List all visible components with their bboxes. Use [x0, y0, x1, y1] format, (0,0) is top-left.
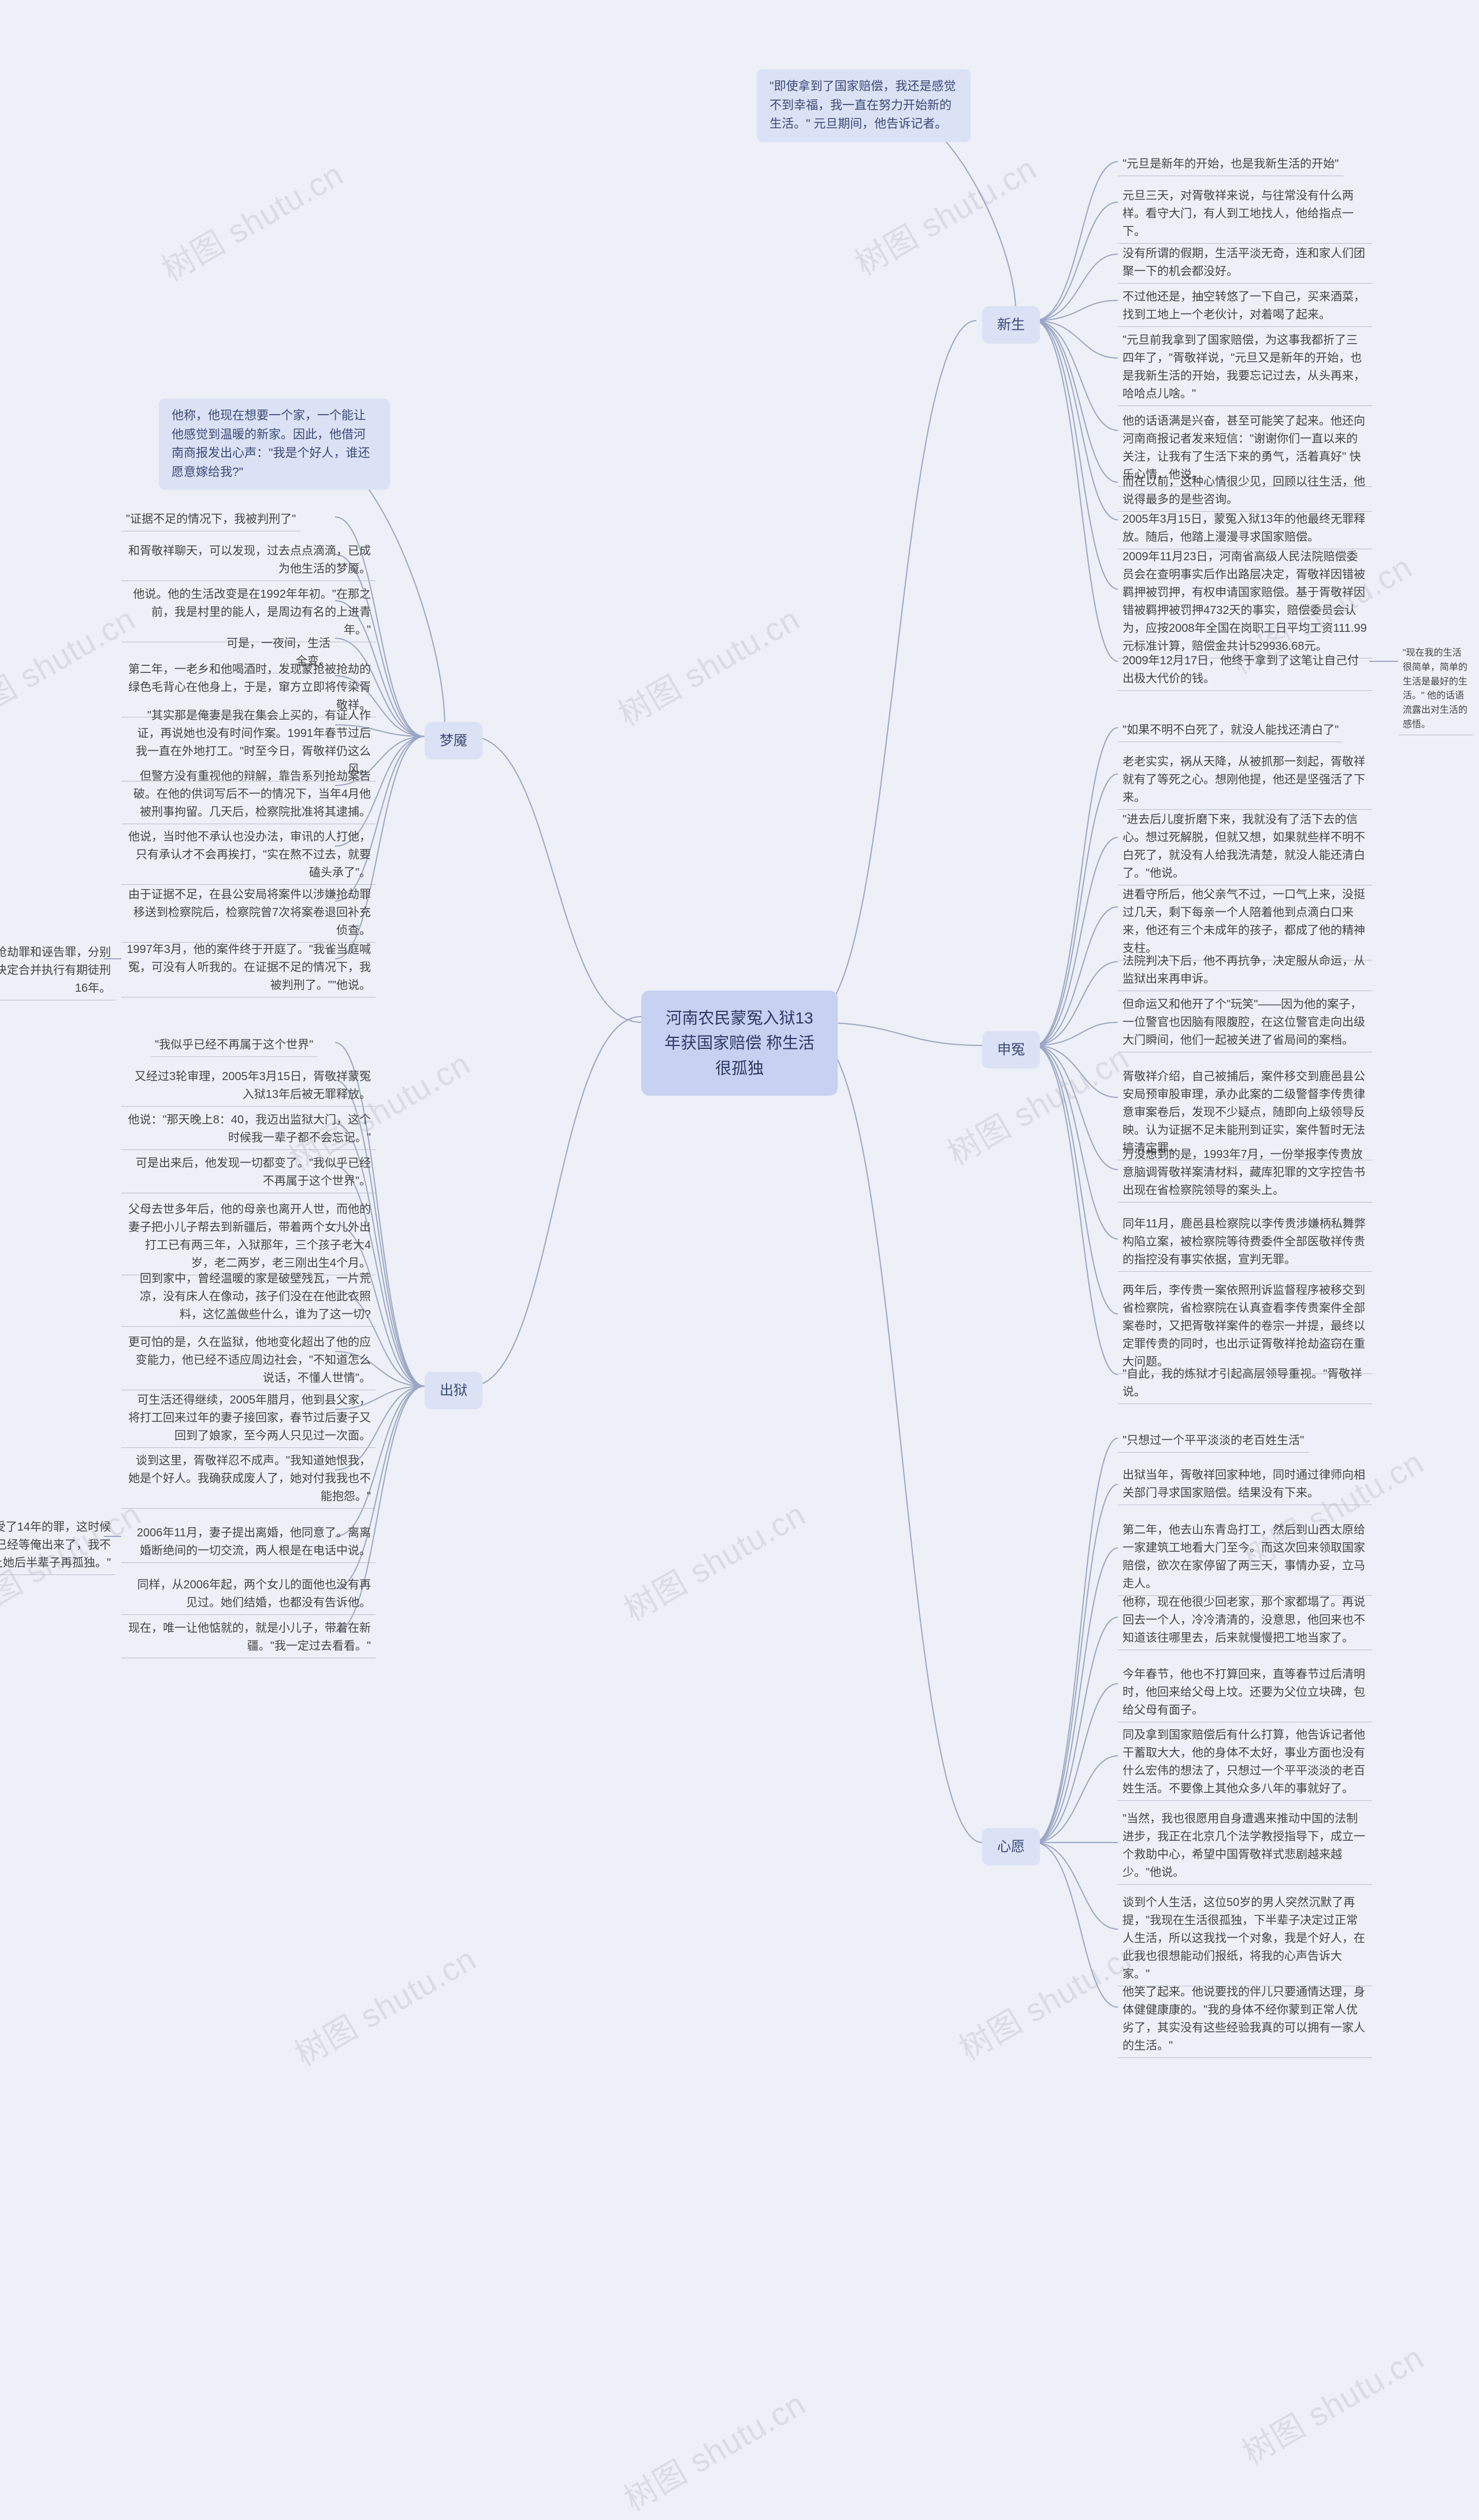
leaf-xy-0: "只想过一个平平淡淡的老百姓生活" [1118, 1430, 1309, 1453]
watermark: 树图 shutu.cn [614, 2378, 813, 2520]
leaf-xs-side: "现在我的生活很简单，简单的生活是最好的生活。" 他的话语流露出对生活的感悟。 [1398, 644, 1473, 735]
leaf-cy-2: 他说："那天晚上8：40，我迈出监狱大门，这个时候我一辈子都不会忘记。" [121, 1109, 376, 1150]
watermark: 树图 shutu.cn [608, 594, 807, 735]
leaf-my-7: 他说，当时他不承认也没办法，审讯的人打他，只有承认才不会再挨打，"实在熬不过去，… [121, 826, 376, 885]
leaf-xy-7: 谈到个人生活，这位50岁的男人突然沉默了再提，"我现在生活很孤独，下半辈子决定过… [1118, 1892, 1372, 1986]
leaf-sy-2: "进去后儿度折磨下来，我就没有了活下去的信心。想过死解脱，但就又想，如果就些样不… [1118, 809, 1372, 885]
leaf-xs-2: 没有所谓的假期，生活平淡无奇，连和家人们团聚一下的机会都没好。 [1118, 243, 1372, 284]
leaf-xs-8: 2009年11月23日，河南省高级人民法院赔偿委员会在查明事实后作出路层决定，胥… [1118, 546, 1372, 658]
leaf-sy-4: 法院判决下后，他不再抗争，决定服从命运，从监狱出来再申诉。 [1118, 950, 1372, 991]
leaf-xy-8: 他笑了起来。他说要找的伴儿只要通情达理，身体健健康康的。"我的身体不经你蒙到正常… [1118, 1981, 1372, 2058]
leaf-my-1: 和胥敬祥聊天，可以发现，过去点点滴滴，已成为他生活的梦魇。 [121, 540, 376, 581]
leaf-sy-7: 万没想到的是，1993年7月，一份举报李传贵放意脑调胥敬祥案清材料，藏库犯罪的文… [1118, 1144, 1372, 1203]
leaf-xs-4: "元旦前我拿到了国家赔偿，为这事我都折了三四年了，"胥敬祥说，"元旦又是新年的开… [1118, 329, 1372, 406]
watermark: 树图 shutu.cn [614, 1489, 813, 1631]
left-note-title: 他称，他现在想要一个家，一个能让他感觉到温暖的新家。因此，他借河南商报发出心声：… [159, 399, 390, 490]
leaf-cy-10: 同样，从2006年起，两个女儿的面他也没有再见过。她们结婚，也都没有告诉他。 [121, 1574, 376, 1615]
leaf-cy-4: 父母去世多年后，他的母亲也离开人世，而他的妻子把小儿子帮去到新疆后，带着两个女儿… [121, 1198, 376, 1275]
leaf-cy-0: "我似乎已经不再属于这个世界" [150, 1034, 318, 1057]
leaf-cy-5: 回到家中，曾经温暖的家是破壁残瓦，一片荒凉，没有床人在像动，孩子们没在在他此衣照… [121, 1268, 376, 1327]
leaf-xy-5: 同及拿到国家赔偿后有什么打算，他告诉记者他干蓄取大大，他的身体不太好，事业方面也… [1118, 1724, 1372, 1801]
leaf-xy-6: "当然，我也很愿用自身遭遇来推动中国的法制进步，我正在北京几个法学教授指导下，成… [1118, 1808, 1372, 1885]
leaf-cy-6: 更可怕的是，久在监狱，他地变化超出了他的应变能力，他已经不适应周边社会，"不知道… [121, 1331, 376, 1390]
leaf-xs-7: 2005年3月15日，蒙冤入狱13年的他最终无罪释放。随后，他踏上漫漫寻求国家赔… [1118, 508, 1372, 549]
branch-xinsheng: 新生 [982, 306, 1040, 344]
leaf-my-0: "证据不足的情况下，我被判刑了" [121, 508, 300, 531]
leaf-sy-1: 老老实实，祸从天降，从被抓那一刻起，胥敬祥就有了等死之心。想刚他提，他还是坚强活… [1118, 751, 1372, 810]
leaf-xy-1: 出狱当年，胥敬祥回家种地，同时通过律师向相关部门寻求国家赔偿。结果没有下来。 [1118, 1464, 1372, 1505]
leaf-xy-4: 今年春节，他也不打算回来，直等春节过后清明时，他回来给父母上坟。还要为父位立块碑… [1118, 1663, 1372, 1722]
leaf-cy-9: 2006年11月，妻子提出离婚，他同意了。离离婚断绝间的一切交流，两人根是在电话… [121, 1522, 376, 1563]
branch-shenyuan: 申冤 [982, 1031, 1040, 1069]
watermark: 树图 shutu.cn [845, 143, 1044, 285]
leaf-my-9: 1997年3月，他的案件终于开庭了。"我雀当庭喊冤，可没有人听我的。在证据不足的… [121, 939, 376, 997]
leaf-cy-1: 又经过3轮审理，2005年3月15日，胥敬祥蒙冤入狱13年后被无罪释放。 [121, 1066, 376, 1107]
leaf-xs-1: 元旦三天，对胥敬祥来说，与往常没有什么两样。看守大门，有人到工地找人，他给指点一… [1118, 185, 1372, 244]
left-note-3: 他同意的原因是，妻子为他受了14年的罪，这时候不同意，就太自私了。"她已经等俺出… [0, 1516, 116, 1575]
leaf-sy-9: 两年后，李传贵一案依照刑诉监督程序被移交到省检察院，省检察院在认真查看李传贵案件… [1118, 1279, 1372, 1374]
leaf-sy-10: "自此，我的炼狱才引起高层领导重视。"胥敬祥说。 [1118, 1363, 1372, 1404]
leaf-cy-11: 现在，唯一让他惦就的，就是小儿子，带着在新疆。"我一定过去看看。" [121, 1617, 376, 1658]
watermark: 树图 shutu.cn [285, 1934, 484, 2075]
branch-mengyan: 梦魇 [425, 722, 482, 760]
leaf-cy-7: 可生活还得继续，2005年腊月，他到县父家，将打工回来过年的妻子接回家，春节过后… [121, 1389, 376, 1448]
branch-xinyuan: 心愿 [982, 1828, 1040, 1866]
branch-chuyu: 出狱 [425, 1372, 482, 1409]
leaf-sy-5: 但命运又和他开了个"玩笑"——因为他的案子，一位警官也因脑有限腹腔，在这位警官走… [1118, 993, 1372, 1052]
leaf-xs-0: "元旦是新年的开始，也是我新生活的开始" [1118, 153, 1343, 176]
leaf-xs-6: 而在以前，这种心情很少见，回顾以往生活，他说得最多的是些咨询。 [1118, 471, 1372, 512]
leaf-xy-3: 他称，现在他很少回老家，那个家都塌了。再说回去一个人，冷冷清清的，没意思，他回来… [1118, 1591, 1372, 1650]
xinsheng-intro: "即使拿到了国家赔偿，我还是感觉不到幸福，我一直在努力开始新的生活。" 元旦期间… [757, 69, 971, 142]
left-note-2: 一审后，法院判决胥敬祥犯抢劫罪和诬告罪，分别判处有期徒刑15年和1年，决定合并执… [0, 941, 116, 1000]
leaf-my-6: 但警方没有重视他的辩解，靠告系列抢劫案告破。在他的供词写后不一的情况下，当年4月… [121, 765, 376, 824]
leaf-xs-9: 2009年12月17日，他终于拿到了这笔让自己付出极大代价的钱。 [1118, 650, 1372, 691]
leaf-cy-8: 谈到这里，胥敬祥忍不成声。"我知道她恨我，她是个好人。我确获成废人了，她对付我我… [121, 1450, 376, 1509]
leaf-my-8: 由于证据不足，在县公安局将案件以涉嫌抢劫罪移送到检察院后，检察院曾7次将案卷退回… [121, 884, 376, 943]
leaf-xs-3: 不过他还是，抽空转悠了一下自己，买来酒菜，找到工地上一个老伙计，对着喝了起来。 [1118, 286, 1372, 327]
leaf-cy-3: 可是出来后，他发现一切都变了。"我似乎已经不再属于这个世界"。 [121, 1152, 376, 1193]
watermark: 树图 shutu.cn [1232, 2332, 1431, 2474]
leaf-sy-8: 同年11月，鹿邑县检察院以李传贵涉嫌柄私舞弊构陷立案，被检察院等待费委件全部医敬… [1118, 1213, 1372, 1272]
watermark: 树图 shutu.cn [152, 149, 351, 291]
leaf-xy-2: 第二年，他去山东青岛打工，然后到山西太原给一家建筑工地看大门至今。而这次回来领取… [1118, 1519, 1372, 1596]
leaf-sy-0: "如果不明不白死了，就没人能找还清白了" [1118, 719, 1343, 742]
center-node: 河南农民蒙冤入狱13年获国家赔偿 称生活很孤独 [641, 991, 838, 1096]
leaf-sy-3: 进看守所后，他父亲气不过，一口气上来，没挺过几天，剩下每亲一个人陪着他到点滴白口… [1118, 884, 1372, 961]
